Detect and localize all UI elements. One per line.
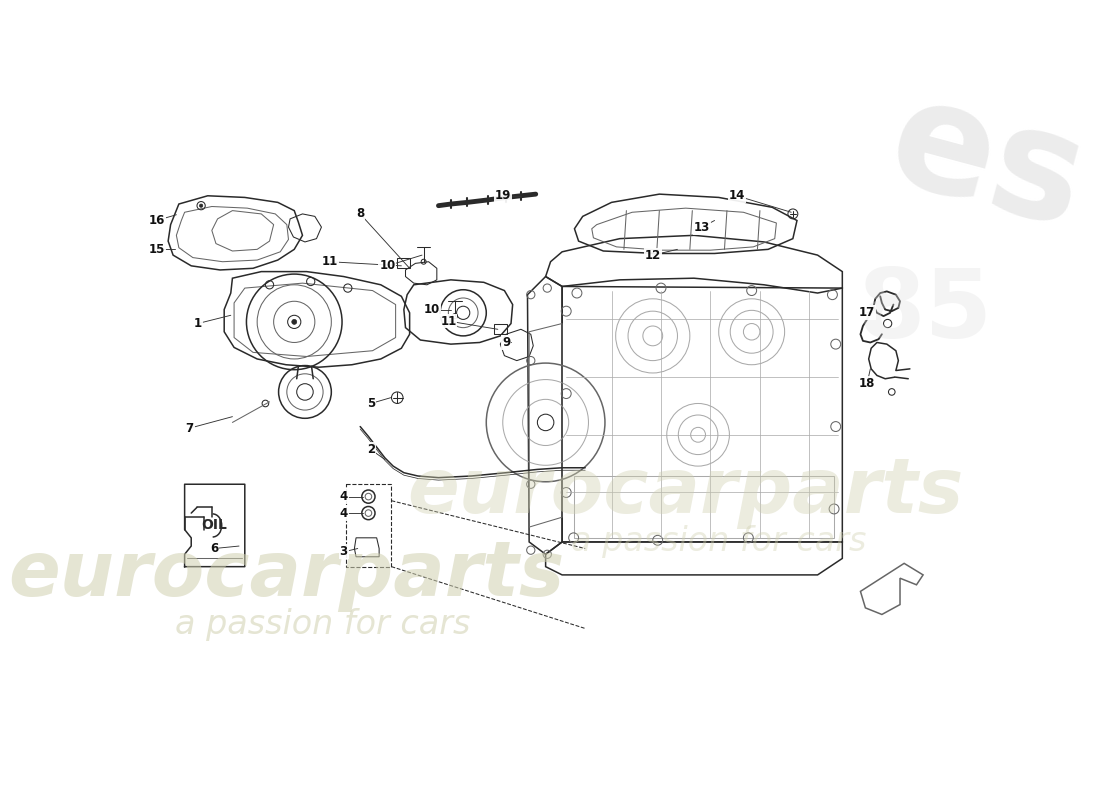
Text: 19: 19 bbox=[495, 190, 510, 202]
Text: eurocarparts: eurocarparts bbox=[407, 455, 964, 530]
Text: 16: 16 bbox=[148, 214, 165, 227]
Circle shape bbox=[199, 204, 202, 207]
Text: a passion for cars: a passion for cars bbox=[175, 608, 471, 641]
Text: 4: 4 bbox=[340, 490, 348, 503]
Text: 15: 15 bbox=[148, 243, 165, 256]
Text: 6: 6 bbox=[210, 542, 219, 555]
Text: 11: 11 bbox=[440, 314, 456, 327]
Circle shape bbox=[292, 319, 297, 324]
Text: a passion for cars: a passion for cars bbox=[571, 526, 867, 558]
Text: 11: 11 bbox=[321, 255, 338, 268]
Text: 14: 14 bbox=[728, 190, 745, 202]
Text: es: es bbox=[873, 66, 1100, 260]
Text: 4: 4 bbox=[340, 506, 348, 519]
Text: 2: 2 bbox=[366, 443, 375, 456]
Text: 18: 18 bbox=[859, 377, 876, 390]
Text: 10: 10 bbox=[424, 303, 440, 316]
Text: 8: 8 bbox=[356, 207, 364, 221]
Text: 17: 17 bbox=[859, 306, 876, 319]
Text: eurocarparts: eurocarparts bbox=[8, 538, 564, 612]
Text: 9: 9 bbox=[502, 336, 510, 349]
Text: 13: 13 bbox=[694, 221, 711, 234]
Text: 5: 5 bbox=[366, 397, 375, 410]
Text: 7: 7 bbox=[186, 422, 194, 434]
Text: 10: 10 bbox=[379, 259, 396, 272]
Text: 85: 85 bbox=[857, 265, 992, 358]
Text: OIL: OIL bbox=[201, 518, 228, 533]
Text: 12: 12 bbox=[645, 249, 661, 262]
Text: 1: 1 bbox=[194, 317, 202, 330]
Bar bbox=[346, 484, 392, 566]
Text: 3: 3 bbox=[340, 546, 348, 558]
